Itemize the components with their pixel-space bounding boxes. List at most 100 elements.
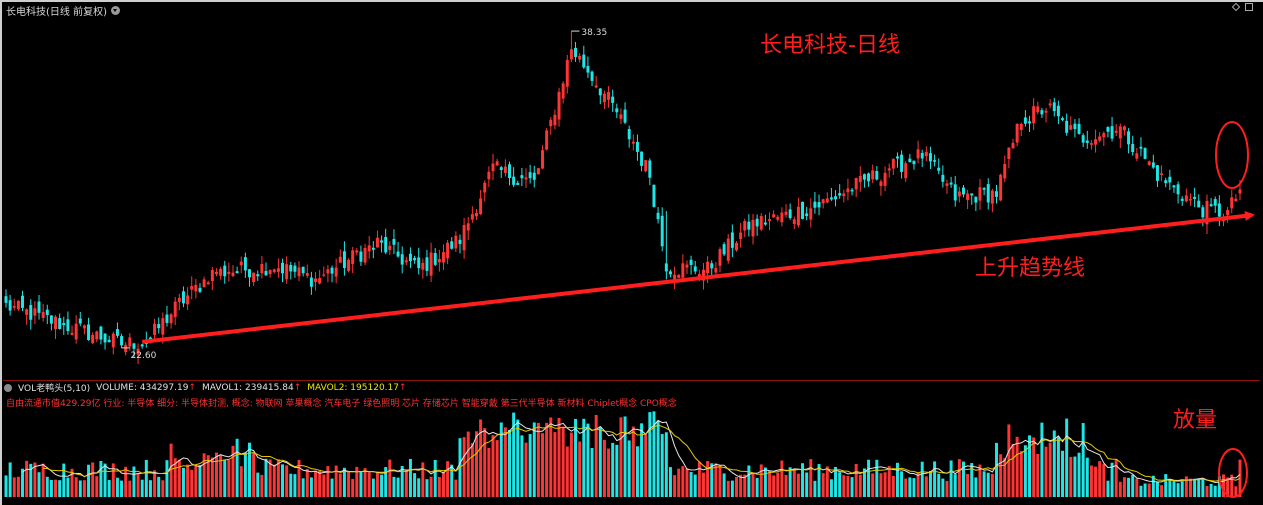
candle-body [206, 282, 210, 285]
mavol1-value: MAVOL1: 239415.84 [201, 382, 294, 393]
volume-bar [1102, 463, 1106, 497]
volume-bar [483, 428, 487, 497]
volume-bar [1184, 476, 1188, 497]
candle-body [743, 221, 747, 231]
candle-body [235, 271, 239, 274]
volume-highlight-circle [1218, 448, 1248, 498]
candle-body [54, 316, 58, 329]
candle-body [553, 114, 557, 126]
candle-body [1040, 110, 1044, 115]
stock-title: 长电科技(日线 前复权) [6, 6, 107, 18]
volume-bar [908, 477, 912, 497]
volume-bar [446, 461, 450, 497]
candle-body [776, 216, 780, 220]
candles [4, 31, 1242, 365]
candle-body [821, 199, 825, 204]
volume-bar [689, 471, 693, 497]
candle-body [1023, 117, 1027, 124]
candle-body [136, 348, 140, 355]
volume-bar [846, 475, 850, 497]
volume-bar [479, 419, 483, 497]
candle-body [330, 267, 334, 274]
volume-bar [186, 464, 190, 497]
volume-bar [260, 474, 264, 497]
candle-body [532, 172, 536, 180]
volume-bar [1230, 474, 1234, 497]
volume-bar [640, 423, 644, 497]
candle-body [978, 187, 982, 201]
candle-body [466, 223, 470, 231]
candle-body [961, 187, 965, 195]
volume-bar [755, 477, 759, 497]
volume-bar [933, 461, 937, 497]
settings-dot-icon[interactable] [4, 383, 12, 392]
candle-body [739, 232, 743, 240]
volume-bar [1077, 452, 1081, 497]
candle-body [887, 168, 891, 171]
candle-body [429, 252, 433, 276]
volume-bar [309, 477, 313, 497]
volume-bar [1110, 462, 1114, 497]
candle-body [1011, 142, 1015, 149]
candle-body [995, 191, 998, 197]
volume-bar [1094, 466, 1098, 497]
volume-bar [120, 480, 124, 497]
volume-bar [883, 472, 887, 497]
candle-body [128, 337, 132, 347]
volume-bar [867, 459, 871, 497]
volume-bar [1197, 478, 1201, 497]
volume-bar [916, 472, 920, 497]
candle-body [937, 167, 941, 171]
volume-bar [70, 468, 74, 497]
volume-bar [21, 468, 24, 497]
maximize-icon[interactable] [1245, 3, 1253, 11]
candle-body [1081, 135, 1085, 143]
volume-bar [635, 446, 639, 497]
volume-bar [1222, 474, 1225, 497]
volume-bar [421, 462, 425, 497]
candle-body [949, 182, 953, 185]
candle-body [1114, 130, 1118, 133]
volume-bar [668, 467, 672, 497]
volume-bar [842, 475, 846, 497]
volume-bar [1098, 461, 1102, 497]
candle-body [157, 324, 161, 329]
candle-body [953, 184, 957, 201]
volume-bar [107, 480, 111, 497]
volume-bar [62, 463, 66, 497]
volume-bar [49, 480, 53, 497]
volume-bar [990, 473, 994, 497]
candle-body [817, 202, 821, 208]
candle-body [1209, 204, 1213, 207]
candle-body [1069, 125, 1073, 130]
candle-body [301, 266, 305, 274]
candle-body [924, 151, 928, 157]
volume-bar [825, 466, 829, 497]
volume-bar [623, 416, 627, 497]
volume-bar [433, 459, 437, 497]
volume-bar [607, 448, 611, 497]
volume-value: VOLUME: 434297.19 [96, 382, 189, 393]
volume-bar [516, 419, 520, 497]
volume-bar [293, 474, 297, 497]
candle-body [1019, 123, 1023, 131]
candle-body [759, 216, 763, 230]
candle-body [479, 198, 483, 215]
candle-body [483, 182, 487, 193]
volume-bar [470, 443, 474, 497]
candle-body [1052, 102, 1056, 112]
volume-bar [4, 475, 8, 497]
candle-body [25, 309, 29, 315]
candle-body [763, 222, 767, 225]
candle-body [380, 240, 384, 243]
dropdown-icon[interactable] [110, 5, 120, 15]
candle-body [503, 166, 507, 173]
volume-bar [1011, 444, 1015, 497]
candle-body [677, 274, 681, 278]
candle-body [1230, 197, 1234, 209]
volume-bar [1180, 481, 1184, 497]
candle-body [1193, 196, 1197, 199]
volume-bar [91, 462, 95, 497]
candle-body [37, 301, 41, 313]
